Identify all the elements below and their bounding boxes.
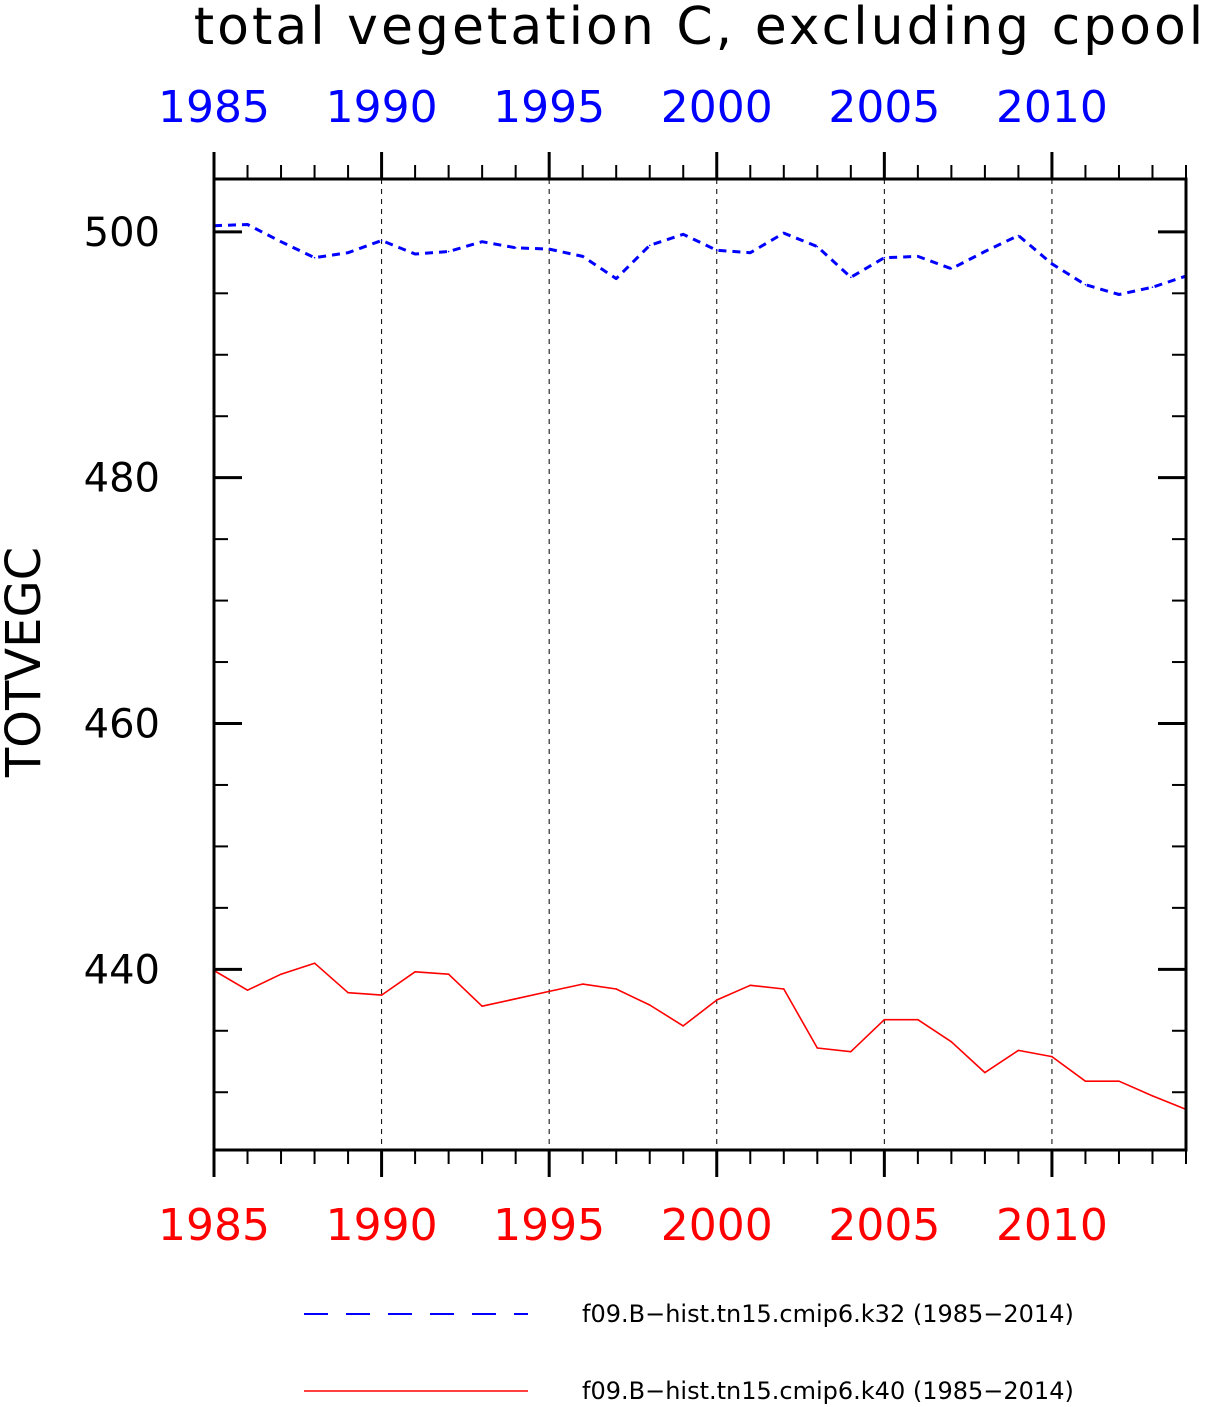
data-point	[984, 250, 986, 253]
data-point	[850, 1050, 852, 1053]
y-axis-label: TOTVEGC	[0, 547, 52, 778]
data-point	[1084, 1080, 1087, 1082]
data-point	[816, 1047, 819, 1049]
data-point	[1151, 1095, 1154, 1097]
data-point	[447, 250, 450, 253]
y-tick-label: 500	[84, 210, 160, 256]
data-point	[548, 990, 550, 993]
data-point	[380, 994, 383, 996]
data-point	[1051, 263, 1053, 265]
x-tick-label-top: 1990	[326, 82, 438, 133]
x-tick-label-top: 2000	[661, 82, 773, 133]
x-tick-label-top: 2010	[996, 82, 1108, 133]
data-point	[682, 1025, 685, 1027]
data-point	[246, 223, 249, 226]
legend-label-1: f09.B−hist.tn15.cmip6.k32 (1985−2014)	[582, 1300, 1074, 1328]
data-point	[581, 983, 584, 985]
data-point	[313, 256, 316, 259]
series-lines	[213, 223, 1187, 1111]
y-tick-label: 480	[84, 456, 160, 502]
data-point	[280, 240, 282, 243]
data-point	[1084, 283, 1087, 286]
data-point	[447, 973, 450, 976]
x-tick-label-bottom: 2000	[661, 1200, 773, 1251]
plot-frame	[212, 177, 1188, 1152]
data-point	[313, 962, 316, 964]
data-point	[280, 973, 282, 976]
x-tick-label-bottom: 2005	[828, 1200, 940, 1251]
data-point	[1151, 286, 1154, 288]
data-point	[548, 248, 550, 250]
data-point	[883, 1018, 886, 1021]
y-tick-label: 440	[84, 947, 160, 993]
data-point	[950, 1041, 953, 1043]
data-point	[782, 988, 785, 990]
data-point	[715, 249, 718, 252]
series-line-1	[213, 223, 1187, 296]
data-point	[782, 232, 785, 234]
x-tick-label-bottom: 1990	[326, 1200, 438, 1251]
data-point	[715, 999, 718, 1001]
x-tick-label-top: 2005	[828, 82, 940, 133]
data-point	[246, 989, 249, 992]
data-point	[514, 247, 517, 249]
data-point	[581, 255, 584, 258]
x-tick-label-bottom: 1985	[158, 1200, 270, 1251]
data-point	[1118, 1080, 1120, 1082]
data-point	[850, 276, 852, 279]
data-point	[414, 970, 416, 973]
data-point	[615, 277, 618, 280]
x-tick-label-top: 1995	[493, 82, 605, 133]
tick-labels: 440 460 480 500 1985 1985 1990 1990 1995 1995 2000…	[84, 82, 1108, 1251]
data-point	[481, 1005, 483, 1007]
data-point	[816, 245, 819, 248]
data-point	[514, 998, 517, 1000]
chart-title: total vegetation C, excluding cpool	[194, 0, 1207, 57]
series-line-2	[213, 962, 1187, 1111]
y-tick-label: 460	[84, 701, 160, 747]
data-point	[380, 239, 383, 242]
data-point	[682, 233, 685, 236]
data-point	[648, 244, 651, 247]
legend: f09.B−hist.tn15.cmip6.k32 (1985−2014) f09…	[304, 1300, 1074, 1405]
x-tick-label-bottom: 2010	[996, 1200, 1108, 1251]
legend-label-2: f09.B−hist.tn15.cmip6.k40 (1985−2014)	[582, 1377, 1074, 1405]
data-point	[984, 1071, 986, 1074]
data-point	[749, 984, 752, 987]
x-tick-label-bottom: 1995	[493, 1200, 605, 1251]
data-point	[917, 255, 919, 258]
data-point	[481, 240, 483, 243]
data-point	[917, 1018, 919, 1021]
data-point	[1118, 293, 1120, 296]
x-tick-label-top: 1985	[158, 82, 270, 133]
data-point	[414, 253, 416, 255]
data-point	[1051, 1055, 1053, 1058]
data-point	[1017, 234, 1020, 237]
data-point	[749, 251, 752, 254]
data-point	[950, 267, 953, 270]
grid-lines	[381, 179, 1053, 1150]
data-point	[883, 256, 886, 259]
data-point	[347, 251, 349, 254]
data-point	[1017, 1049, 1020, 1052]
axis-ticks	[212, 152, 1187, 1177]
data-point	[615, 988, 618, 990]
data-point	[347, 991, 349, 994]
data-point	[648, 1004, 651, 1006]
